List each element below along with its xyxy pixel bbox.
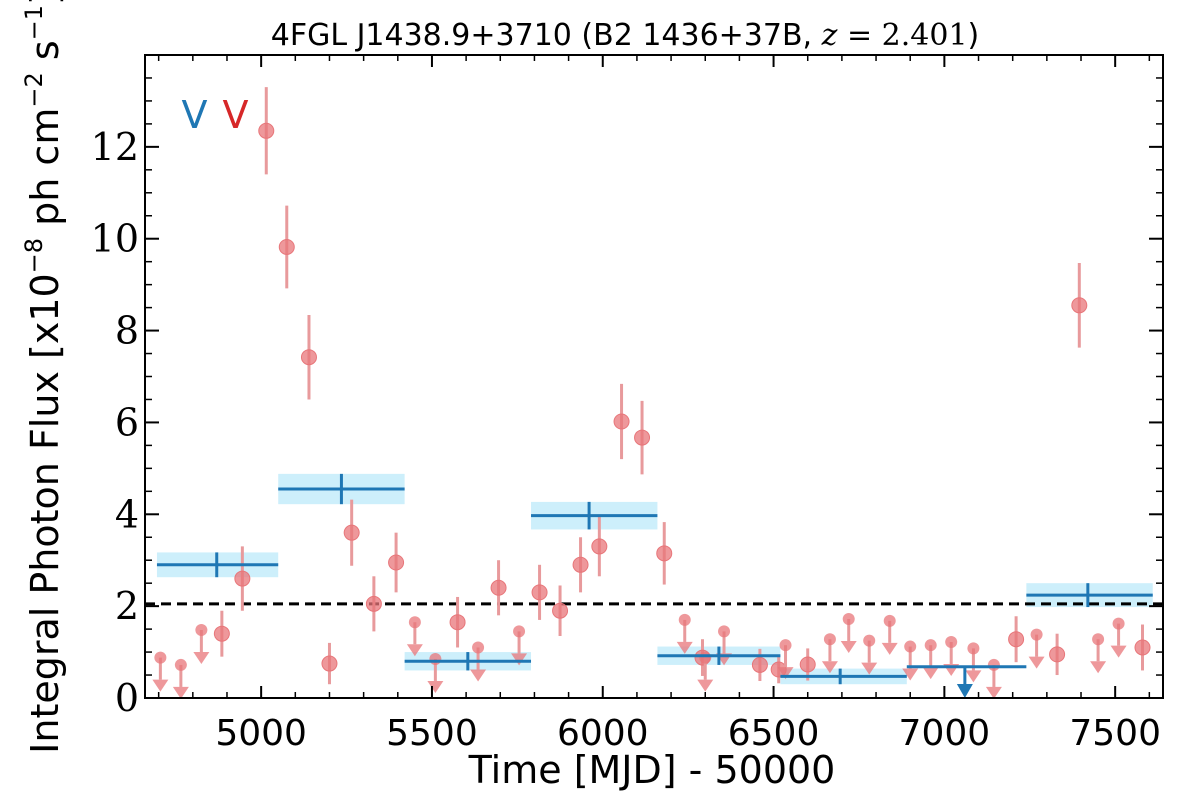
bin-lines (156, 473, 1153, 698)
data-point (1008, 631, 1025, 648)
upper-limit-arrow (965, 670, 982, 683)
upper-limit-cap (1112, 617, 1125, 630)
data-point (552, 602, 569, 619)
upper-limit-arrow (1090, 661, 1107, 674)
y-tick-label: 12 (91, 125, 139, 169)
data-point (321, 655, 338, 672)
upper-limit-cap (195, 624, 208, 637)
upper-limit-cap (924, 639, 937, 652)
upper-limit-arrow (427, 680, 444, 693)
upper-limit-arrow (511, 653, 528, 666)
upper-limit-arrow (777, 667, 794, 680)
bin-bands (156, 473, 1153, 685)
upper-limit-arrow (1028, 656, 1045, 669)
x-tick-label: 6500 (728, 713, 820, 754)
data-point (278, 238, 295, 255)
data-point (388, 554, 405, 571)
upper-limit-arrow (922, 667, 939, 680)
y-tick-label: 4 (115, 492, 139, 536)
data-point (751, 656, 768, 673)
data-point (1134, 639, 1151, 656)
data-point (531, 584, 548, 601)
y-tick-label: 2 (115, 584, 139, 628)
epoch-marker: V (223, 93, 249, 137)
y-tick-label: 10 (91, 217, 139, 261)
upper-limit-arrow (840, 641, 857, 654)
data-point (300, 349, 317, 366)
upper-limit-cap (945, 635, 958, 648)
upper-limit-cap (823, 633, 836, 646)
bin-upper-limit-arrow (956, 684, 973, 698)
data-point (799, 656, 816, 673)
upper-limit-cap (904, 640, 917, 653)
upper-limit-cap (718, 625, 731, 638)
upper-limit-cap (154, 651, 167, 664)
upper-limit-cap (1092, 633, 1105, 646)
upper-limit-cap (779, 639, 792, 652)
data-point (572, 556, 589, 573)
upper-limit-cap (842, 613, 855, 626)
upper-limit-arrow (697, 679, 714, 692)
upper-limit-arrow (152, 679, 169, 692)
upper-limit-arrow (1110, 645, 1127, 658)
upper-limit-arrow (861, 662, 878, 675)
data-point (1071, 297, 1088, 314)
x-tick-label: 7000 (899, 713, 991, 754)
upper-limit-cap (883, 614, 896, 627)
x-tick-label: 5500 (386, 713, 478, 754)
upper-limit-arrow (821, 661, 838, 674)
data-point (1049, 646, 1066, 663)
y-tick-label: 6 (115, 400, 139, 444)
upper-limit-arrow (985, 686, 1002, 699)
upper-limit-cap (408, 616, 421, 629)
data-point (343, 524, 360, 541)
data-point (613, 413, 630, 430)
x-tick-label: 6000 (557, 713, 649, 754)
x-axis-label: Time [MJD] - 50000 (468, 748, 836, 792)
upper-limit-arrow (902, 668, 919, 681)
upper-limit-cap (513, 625, 526, 638)
data-point (634, 429, 651, 446)
data-points (213, 87, 1151, 685)
upper-limit-cap (678, 613, 691, 626)
upper-limit-arrow (406, 644, 423, 657)
upper-limit-arrow (470, 669, 487, 682)
chart-title: 4FGL J1438.9+3710 (B2 1436+37B, z = 2.40… (271, 18, 980, 53)
data-point (591, 538, 608, 555)
data-point (656, 545, 673, 562)
upper-limit-cap (472, 641, 485, 654)
data-point (365, 595, 382, 612)
upper-limit-cap (987, 658, 1000, 671)
upper-limit-cap (863, 634, 876, 647)
y-axis-label: Integral Photon Flux [x10−8 ph cm−2 s−1] (20, 0, 67, 754)
y-tick-label: 8 (115, 309, 139, 353)
upper-limit-cap (429, 652, 442, 665)
upper-limit-arrow (881, 642, 898, 655)
data-point (449, 614, 466, 631)
upper-limit-arrow (676, 641, 693, 654)
y-tick-label: 0 (115, 676, 139, 720)
data-point (234, 570, 251, 587)
data-point (258, 122, 275, 139)
plot-frame (144, 54, 1164, 699)
upper-limit-cap (967, 642, 980, 655)
upper-limit-cap (1030, 628, 1043, 641)
upper-limit-arrow (193, 652, 210, 665)
data-point (490, 579, 507, 596)
upper-limit-cap (174, 658, 187, 671)
upper-limit-arrow (172, 686, 189, 699)
epoch-marker: V (182, 93, 208, 137)
upper-limits (152, 613, 1127, 699)
x-tick-label: 5000 (215, 713, 307, 754)
upper-limit-cap (699, 651, 712, 664)
axes: V V 5000 5500 6000 6500 7000 7500 0 2 4 6 8 10 12 (91, 54, 1164, 754)
x-tick-label: 7500 (1069, 713, 1161, 754)
data-point (213, 625, 230, 642)
